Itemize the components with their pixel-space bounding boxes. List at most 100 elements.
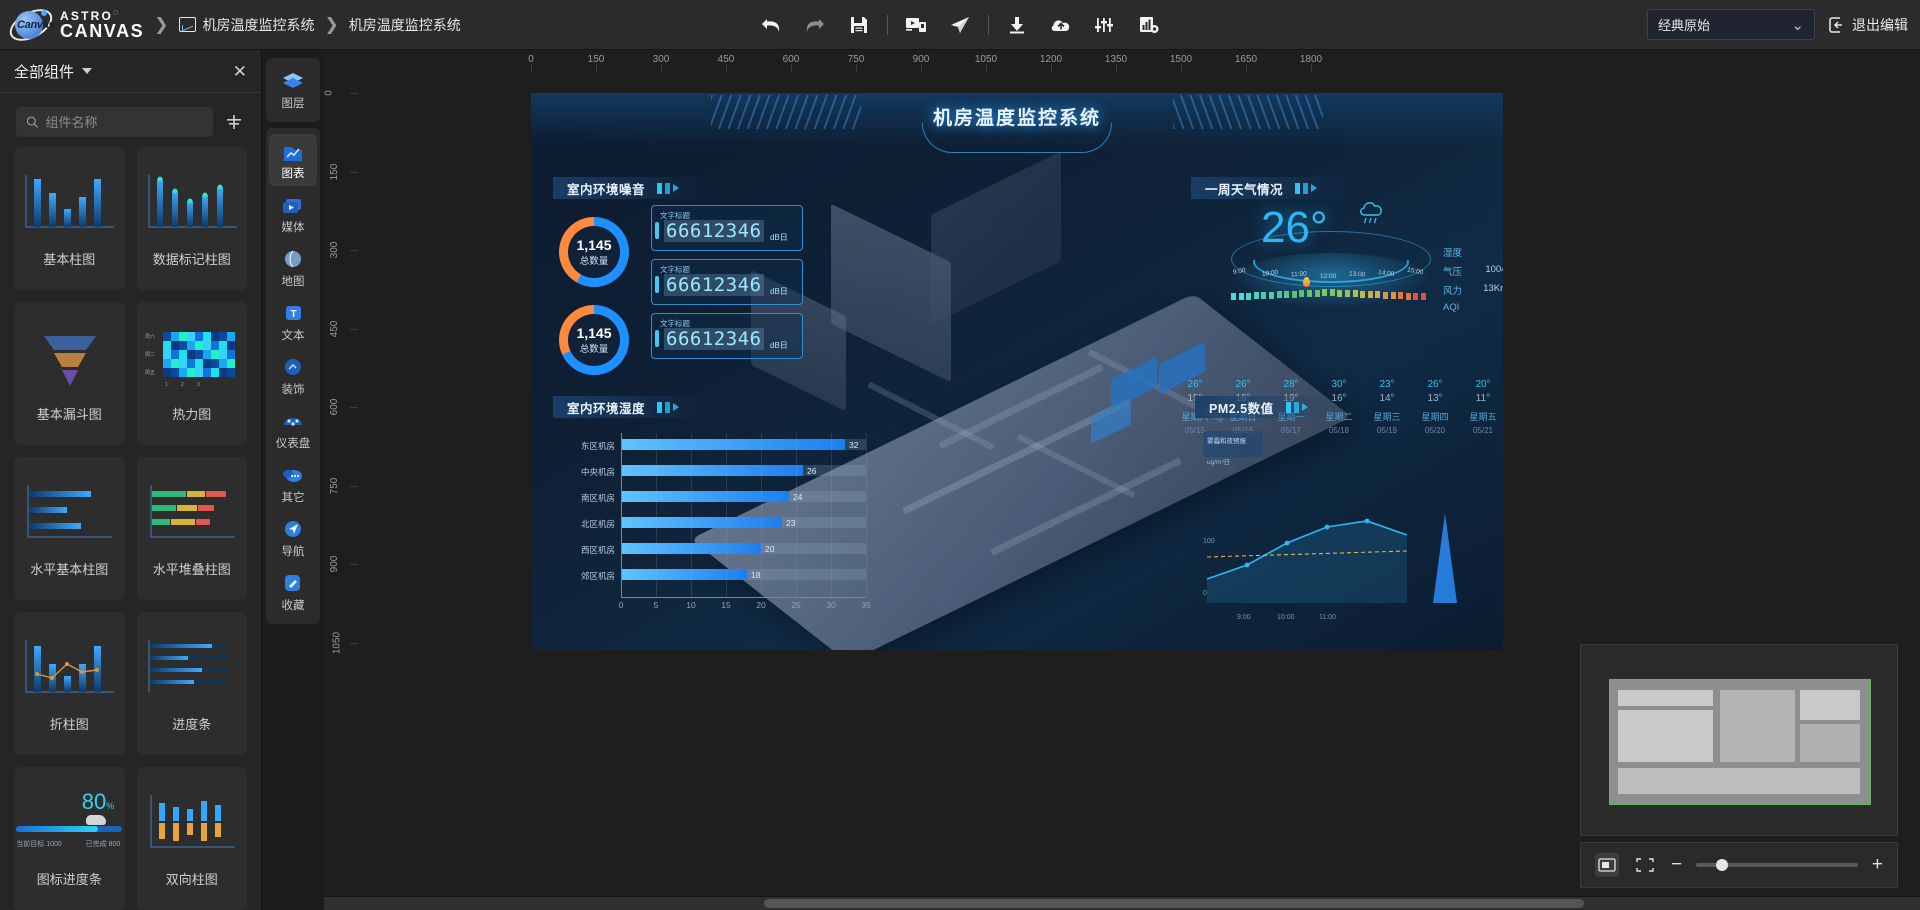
weather-stat-value: 31 % (1461, 245, 1503, 256)
component-thumbnail (139, 789, 245, 859)
component-card-2[interactable]: 基本漏斗图 (14, 302, 125, 445)
forecast-high: 26° (1171, 379, 1219, 390)
chip-leds-icon (1286, 402, 1308, 413)
component-card-9[interactable]: 双向柱图 (137, 767, 248, 910)
heat-bar (1261, 292, 1266, 299)
search-input[interactable] (45, 115, 203, 130)
ruler-tick-line (350, 329, 358, 330)
heat-bar (1299, 290, 1304, 297)
ruler-top: 0150300450600750900105012001350150016501… (324, 50, 1920, 72)
weather-stat-label: 风力 (1443, 283, 1462, 297)
humidity-panel-title: 室内环境湿度 (567, 398, 645, 417)
zoom-out-button[interactable]: − (1671, 854, 1682, 876)
sort-filter-button[interactable] (223, 111, 245, 133)
rail-item-favorite[interactable]: 收藏 (269, 566, 317, 618)
forecast-date: 05/19 (1363, 426, 1411, 435)
zoom-in-button[interactable]: + (1872, 854, 1883, 876)
category-rail: 图层 图表媒体地图T文本装饰仪表盘其它导航收藏 (262, 50, 324, 910)
bar-category-label: 中央机房 (561, 466, 615, 478)
rail-item-layers[interactable]: 图层 (269, 64, 317, 116)
redo-button[interactable] (793, 8, 837, 42)
horizontal-scrollbar[interactable] (764, 899, 1584, 908)
upload-cloud-button[interactable] (1039, 8, 1083, 42)
bar-x-tick: 25 (791, 600, 800, 610)
rail-item-chart[interactable]: 图表 (269, 134, 317, 186)
main-body: 全部组件 ✕ 基本柱图数据标记柱图基本漏斗图 周六周二周五123热力图水平基本柱图… (0, 50, 1920, 910)
humidity-bar-chart: 东区机房32中央机房26南区机房24北区机房23西区机房20郊区机房180510… (561, 433, 881, 633)
heat-bar (1368, 291, 1373, 298)
component-card-4[interactable]: 水平基本柱图 (14, 457, 125, 600)
undo-button[interactable] (749, 8, 793, 42)
save-button[interactable] (837, 8, 881, 42)
heat-bar (1360, 291, 1365, 298)
component-card-5[interactable]: 水平堆叠柱图 (137, 457, 248, 600)
svg-text:1: 1 (165, 382, 168, 388)
svg-text:0: 0 (1203, 590, 1207, 597)
zoom-slider-knob[interactable] (1716, 859, 1728, 871)
bar-x-tick: 35 (861, 600, 870, 610)
icon-progress-percent: % (106, 801, 114, 811)
component-card-0[interactable]: 基本柱图 (14, 147, 125, 290)
heat-bar (1254, 292, 1259, 299)
rail-item-gauge[interactable]: 仪表盘 (269, 404, 317, 456)
search-box[interactable] (16, 107, 213, 137)
svg-text:100: 100 (1203, 538, 1215, 545)
component-card-label: 基本漏斗图 (37, 404, 102, 423)
component-card-6[interactable]: 折柱图 (14, 612, 125, 755)
heat-bar (1406, 293, 1411, 300)
component-thumbnail: 周六周二周五123 (139, 324, 245, 394)
ruler-left-tick: 150 (329, 163, 340, 180)
breadcrumb-project[interactable]: 机房温度监控系统 (179, 15, 315, 35)
noise-number-1-unit: dB日 (770, 232, 788, 243)
minimap-panel[interactable] (1580, 644, 1898, 836)
rail-item-navigation[interactable]: 导航 (269, 512, 317, 564)
component-card-7[interactable]: 进度条 (137, 612, 248, 755)
component-card-1[interactable]: 数据标记柱图 (137, 147, 248, 290)
download-button[interactable] (995, 8, 1039, 42)
pm-tooltip-title: 雾霾和夜预报 (1207, 435, 1246, 445)
rail-item-map[interactable]: 地图 (269, 242, 317, 294)
gauge-icon (280, 410, 306, 432)
canvas-area[interactable]: 0150300450600750900105012001350150016501… (324, 50, 1920, 910)
rail-item-media[interactable]: 媒体 (269, 188, 317, 240)
planet-logo-icon: Canvas (10, 8, 52, 42)
forecast-high: 30° (1315, 379, 1363, 390)
data-config-button[interactable] (1127, 8, 1171, 42)
bar-category-label: 北区机房 (561, 518, 615, 530)
ruler-tick-line (1246, 64, 1247, 72)
noise-number-1-digits: 66612346 (664, 220, 764, 242)
preview-button[interactable] (894, 8, 938, 42)
settings-sliders-button[interactable] (1083, 8, 1127, 42)
icon-progress-done: 已完成 800 (86, 839, 121, 849)
zoom-slider[interactable] (1696, 863, 1858, 867)
svg-text:周六: 周六 (145, 333, 155, 340)
component-thumbnail (139, 479, 245, 549)
ruler-left: 01503004506007509001050 (324, 50, 344, 910)
component-thumbnail (16, 634, 122, 704)
rail-item-decoration[interactable]: 装饰 (269, 350, 317, 402)
publish-button[interactable] (938, 8, 982, 42)
rail-item-label: 导航 (282, 543, 305, 559)
bar-value-label: 26 (807, 466, 816, 476)
weather-flame-icon (1303, 277, 1310, 287)
rail-item-other[interactable]: 其它 (269, 458, 317, 510)
component-filter-dropdown[interactable]: 全部组件 (14, 61, 92, 82)
component-library-header: 全部组件 ✕ (0, 50, 261, 93)
rail-item-text[interactable]: T文本 (269, 296, 317, 348)
component-thumbnail (139, 634, 245, 704)
minimap-viewport[interactable] (1609, 679, 1871, 805)
fullscreen-icon[interactable] (1633, 853, 1657, 877)
exit-edit-button[interactable]: 退出编辑 (1829, 15, 1908, 35)
fit-screen-icon[interactable] (1595, 853, 1619, 877)
app-logo[interactable]: Canvas ASTRO◌ CANVAS (0, 8, 144, 42)
svg-text:10:00: 10:00 (1277, 614, 1295, 621)
close-panel-button[interactable]: ✕ (233, 63, 247, 80)
component-card-8[interactable]: 80%当前目标 1000已完成 800图标进度条 (14, 767, 125, 910)
component-card-3[interactable]: 周六周二周五123热力图 (137, 302, 248, 445)
exit-edit-label: 退出编辑 (1852, 15, 1908, 35)
theme-select[interactable]: 经典原始 ⌄ (1647, 9, 1815, 40)
accent-bar-icon (655, 276, 659, 293)
breadcrumb-page[interactable]: 机房温度监控系统 (349, 15, 461, 35)
noise-number-3: 文字标题 66612346 dB日 (651, 313, 803, 359)
dashboard-stage[interactable]: 机房温度监控系统 室内环境噪音 (531, 93, 1503, 650)
